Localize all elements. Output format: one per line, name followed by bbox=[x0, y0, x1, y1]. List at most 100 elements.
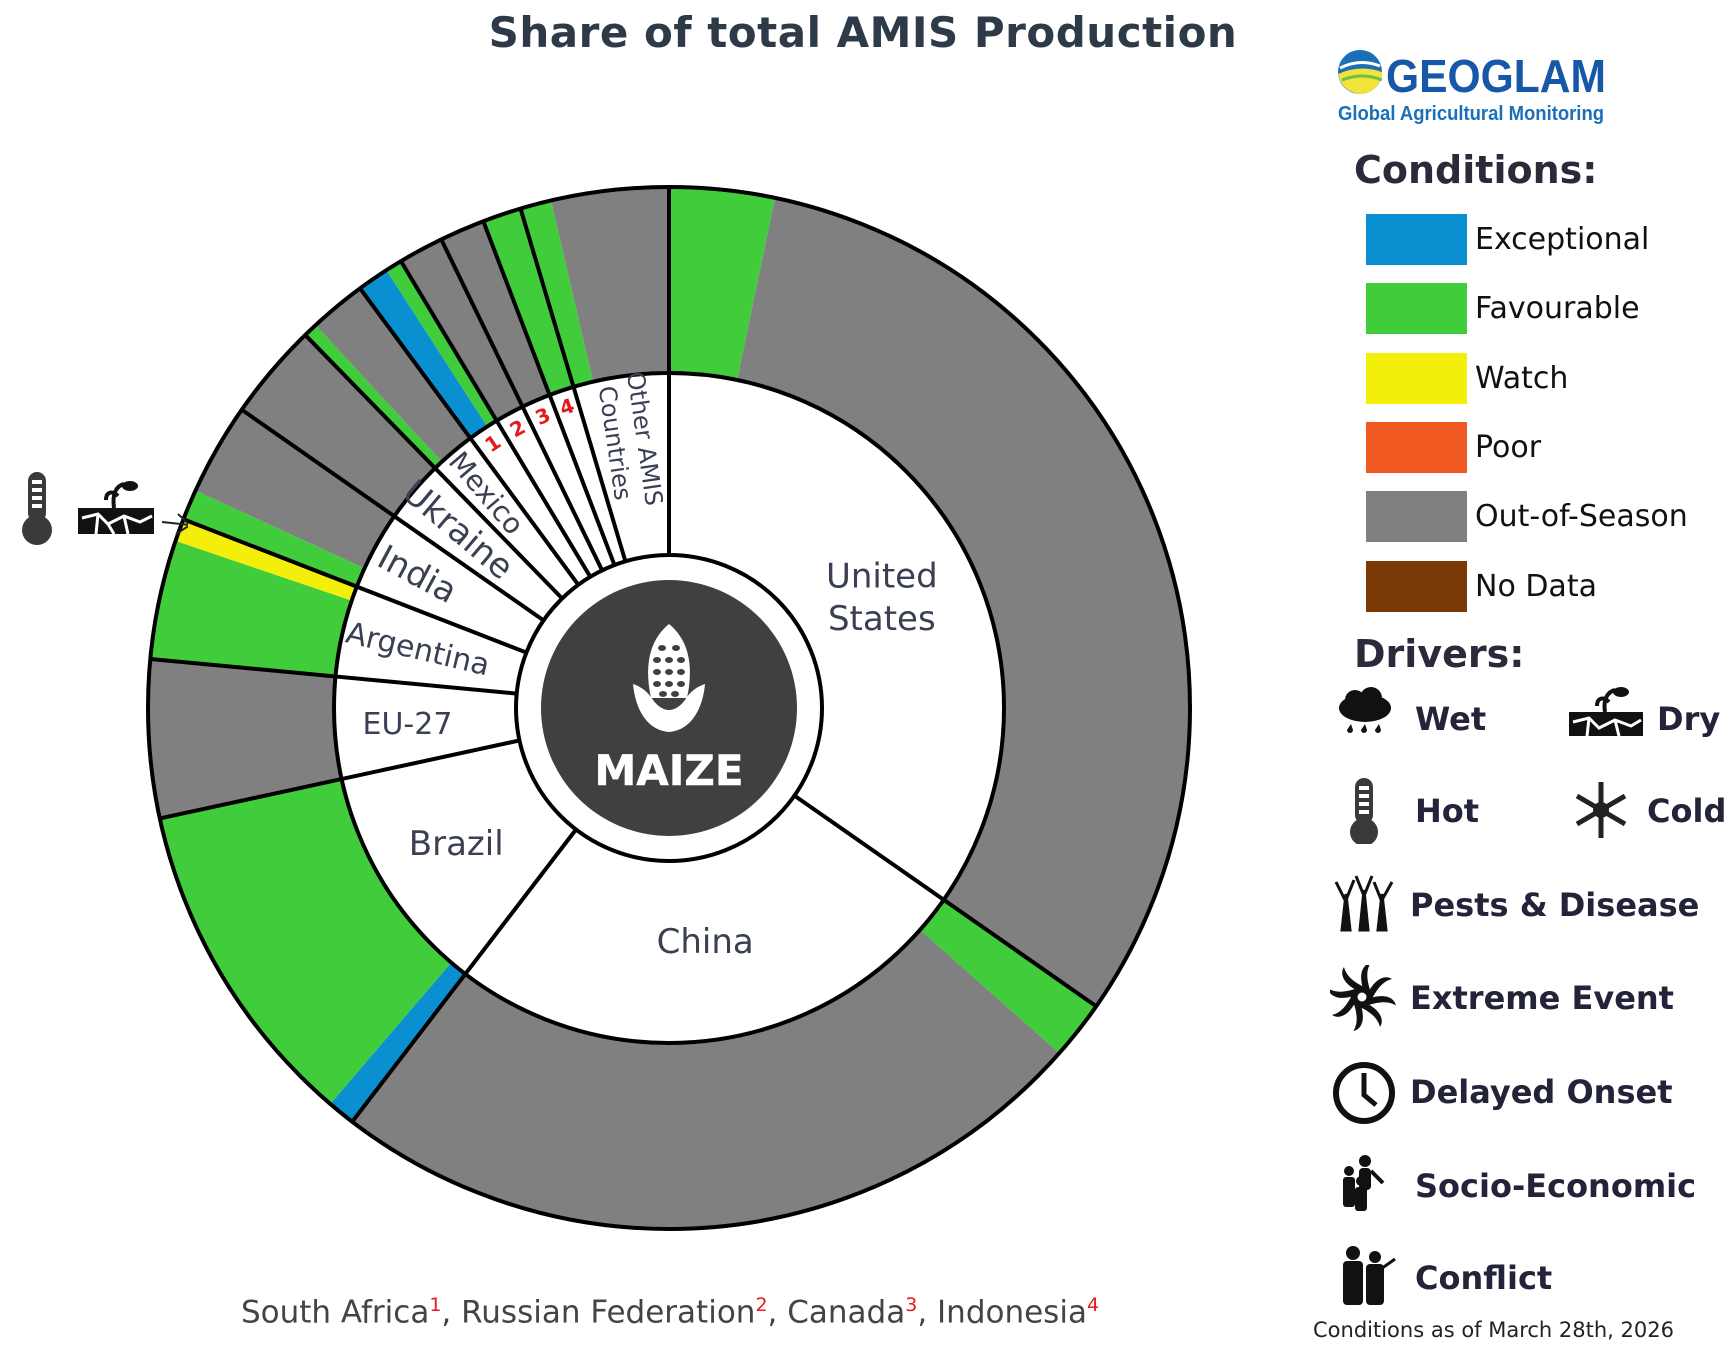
legend-swatch bbox=[1366, 560, 1467, 612]
condition-segment-exceptional bbox=[330, 962, 466, 1122]
footnote-country: Indonesia bbox=[937, 1294, 1087, 1331]
condition-segment-favourable bbox=[669, 187, 776, 381]
footnote-marker: 2 bbox=[755, 1294, 768, 1316]
argentina-driver-annotation bbox=[18, 470, 192, 555]
driver-item-conflict: Conflict bbox=[1335, 1243, 1552, 1313]
legend-label: Favourable bbox=[1475, 290, 1640, 326]
footnote-country: Canada bbox=[787, 1294, 906, 1331]
country-wedge bbox=[470, 420, 591, 585]
driver-item-wet: Wet bbox=[1335, 684, 1486, 754]
condition-segment-out-of-season bbox=[551, 187, 669, 382]
legend-item-poor: Poor bbox=[1366, 421, 1541, 473]
country-wedge bbox=[435, 438, 579, 599]
legend-swatch bbox=[1366, 352, 1467, 404]
donut-chart: UnitedStatesChinaBrazilEU-27ArgentinaInd… bbox=[146, 185, 1192, 1231]
country-wedge bbox=[356, 516, 544, 653]
clock-icon bbox=[1333, 1062, 1395, 1124]
condition-segment-favourable bbox=[919, 899, 1097, 1054]
legend-item-exceptional: Exceptional bbox=[1366, 213, 1649, 265]
chart-title-text: Share of total AMIS Production bbox=[488, 8, 1238, 57]
driver-item-socio-economic: Socio-Economic bbox=[1335, 1151, 1696, 1221]
thermometer-icon bbox=[1350, 778, 1378, 844]
dry-soil-icon bbox=[78, 481, 154, 535]
country-label: EU-27 bbox=[363, 707, 453, 742]
driver-item-hot: Hot bbox=[1335, 776, 1479, 846]
country-wedge bbox=[573, 373, 669, 562]
driver-label: Extreme Event bbox=[1410, 979, 1674, 1017]
condition-segment-favourable bbox=[183, 490, 365, 587]
condition-segment-favourable bbox=[150, 540, 352, 677]
country-wedge bbox=[496, 406, 603, 577]
footnote-separator: , bbox=[441, 1294, 462, 1331]
driver-item-cold: Cold bbox=[1569, 776, 1726, 846]
corn-icon bbox=[633, 624, 705, 732]
driver-item-delayed-onset: Delayed Onset bbox=[1330, 1057, 1672, 1127]
dead-trees-icon bbox=[1334, 875, 1394, 932]
legend-label: No Data bbox=[1475, 568, 1597, 604]
country-wedge bbox=[341, 740, 576, 974]
country-label-text: United bbox=[826, 557, 938, 597]
driver-item-pests-disease: Pests & Disease bbox=[1330, 870, 1699, 940]
driver-item-dry: Dry bbox=[1569, 684, 1720, 754]
legend-swatch bbox=[1366, 421, 1467, 473]
legend-label: Exceptional bbox=[1475, 221, 1650, 257]
chart-title: Share of total AMIS Production bbox=[0, 8, 1726, 57]
country-label-text: States bbox=[828, 599, 936, 639]
footnote-marker: 4 bbox=[1086, 1294, 1100, 1316]
legend-label: Watch bbox=[1475, 360, 1569, 396]
country-wedge bbox=[549, 386, 626, 566]
legend-swatch bbox=[1366, 213, 1467, 265]
logo-wordmark: GEOGLAM bbox=[1386, 50, 1606, 102]
crop-label: MAIZE bbox=[594, 746, 743, 795]
condition-segment-out-of-season bbox=[315, 288, 471, 462]
country-wedge bbox=[522, 394, 615, 571]
country-wedge bbox=[669, 373, 1004, 900]
driver-label: Delayed Onset bbox=[1410, 1073, 1673, 1111]
legend-item-favourable: Favourable bbox=[1366, 282, 1640, 334]
driver-label: Conflict bbox=[1415, 1259, 1553, 1297]
condition-segment-out-of-season bbox=[148, 658, 342, 819]
country-label-text: EU-27 bbox=[363, 707, 453, 742]
condition-segment-exceptional bbox=[360, 270, 488, 439]
country-label: Brazil bbox=[409, 824, 504, 864]
legend-item-out-of-season: Out-of-Season bbox=[1366, 490, 1688, 542]
condition-segment-out-of-season bbox=[441, 221, 550, 407]
driver-label: Cold bbox=[1647, 792, 1727, 830]
country-label: China bbox=[657, 922, 754, 962]
footnote-separator: , bbox=[767, 1294, 788, 1331]
country-wedge bbox=[335, 586, 527, 694]
soldiers-icon bbox=[1343, 1246, 1396, 1305]
legend-label: Out-of-Season bbox=[1475, 498, 1688, 534]
cyclone-icon bbox=[1330, 965, 1396, 1031]
legend-item-watch: Watch bbox=[1366, 352, 1568, 404]
condition-segment-watch bbox=[175, 519, 357, 601]
driver-label: Pests & Disease bbox=[1410, 886, 1700, 924]
driver-label: Dry bbox=[1657, 700, 1721, 738]
footnote: South Africa1, Russian Federation2, Cana… bbox=[190, 1294, 1150, 1330]
condition-segment-favourable bbox=[483, 208, 574, 395]
driver-item-extreme-event: Extreme Event bbox=[1330, 963, 1674, 1033]
drivers-heading: Drivers: bbox=[1354, 632, 1525, 676]
footnote-country: South Africa bbox=[240, 1294, 430, 1331]
condition-segment-favourable bbox=[386, 261, 497, 427]
center-circle bbox=[541, 580, 797, 836]
footnote-marker: 3 bbox=[905, 1294, 918, 1316]
center-badge: MAIZE bbox=[541, 580, 797, 836]
condition-segment-favourable bbox=[159, 779, 452, 1104]
condition-segment-out-of-season bbox=[352, 929, 1060, 1229]
condition-segment-out-of-season bbox=[195, 409, 395, 569]
country-wedge bbox=[334, 676, 520, 780]
legend-swatch bbox=[1366, 490, 1467, 542]
driver-label: Socio-Economic bbox=[1415, 1167, 1697, 1205]
dry-soil-icon bbox=[1569, 687, 1643, 737]
legend-item-no-data: No Data bbox=[1366, 560, 1597, 612]
outer-ring-border bbox=[146, 185, 1192, 1231]
snowflake-icon bbox=[1575, 782, 1627, 838]
arrow-icon bbox=[161, 513, 192, 535]
condition-segment-out-of-season bbox=[737, 197, 1190, 1007]
conditions-date: Conditions as of March 28th, 2026 bbox=[1313, 1318, 1674, 1342]
condition-segment-out-of-season bbox=[241, 334, 436, 517]
condition-segment-favourable bbox=[305, 325, 442, 469]
legend-label: Poor bbox=[1475, 429, 1542, 465]
